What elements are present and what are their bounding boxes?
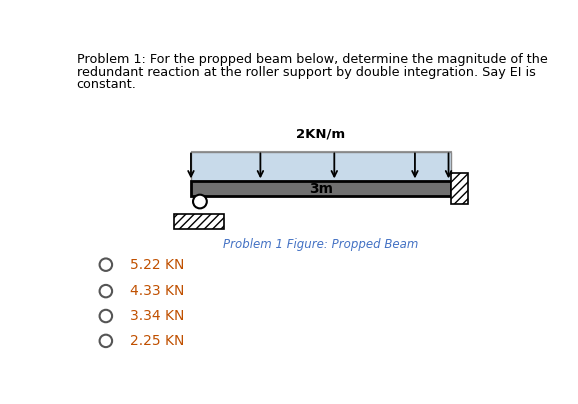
Text: Problem 1: For the propped beam below, determine the magnitude of the: Problem 1: For the propped beam below, d… <box>77 53 547 66</box>
Bar <box>451 173 468 204</box>
Bar <box>175 214 224 229</box>
Ellipse shape <box>99 259 112 271</box>
Ellipse shape <box>99 335 112 347</box>
Ellipse shape <box>99 285 112 297</box>
Text: 4.33 KN: 4.33 KN <box>131 284 185 298</box>
Text: Problem 1 Figure: Propped Beam: Problem 1 Figure: Propped Beam <box>223 238 418 251</box>
Text: 2KN/m: 2KN/m <box>297 127 346 140</box>
Bar <box>191 181 451 196</box>
Text: constant.: constant. <box>77 78 136 91</box>
Ellipse shape <box>99 310 112 322</box>
Text: 2.25 KN: 2.25 KN <box>131 334 185 348</box>
Text: redundant reaction at the roller support by double integration. Say EI is: redundant reaction at the roller support… <box>77 65 536 79</box>
Text: 3.34 KN: 3.34 KN <box>131 309 185 323</box>
Bar <box>191 152 451 181</box>
Text: 3m: 3m <box>309 182 333 196</box>
Text: 5.22 KN: 5.22 KN <box>131 258 185 271</box>
Ellipse shape <box>193 195 207 208</box>
